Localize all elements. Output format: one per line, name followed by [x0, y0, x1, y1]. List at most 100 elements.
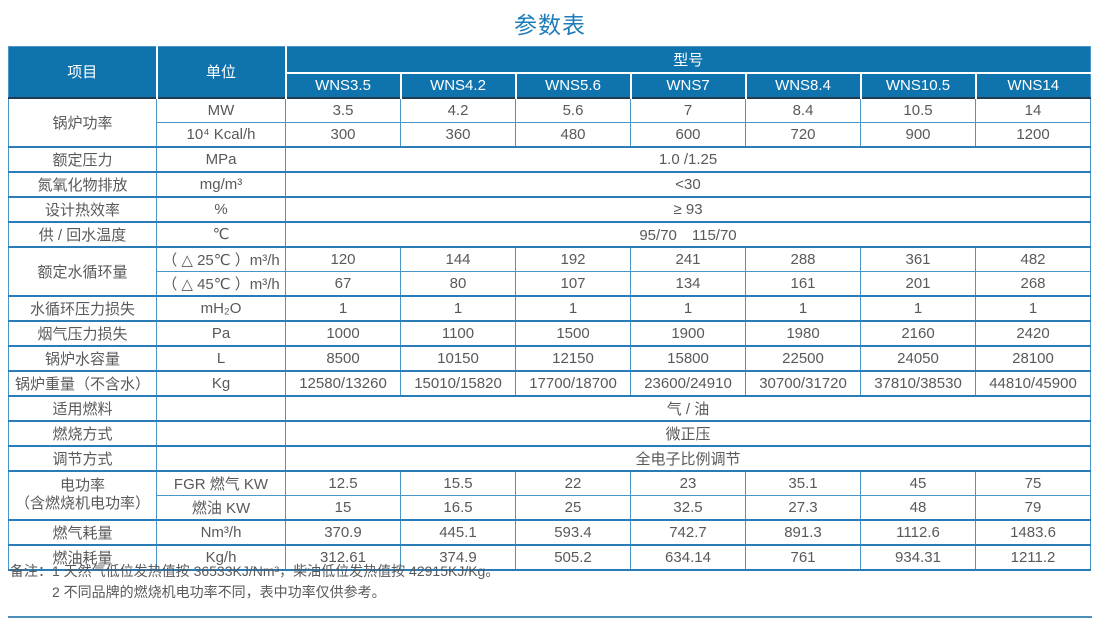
value-cell: 600 [630, 121, 746, 147]
value-cell: 134 [630, 270, 746, 296]
row-label: 锅炉功率 [8, 96, 157, 147]
row-unit [156, 444, 286, 471]
value-cell: 144 [400, 245, 516, 272]
value-cell: 5.6 [515, 96, 631, 123]
table-header: 项目 单位 型号 WNS3.5 WNS4.2 WNS5.6 WNS7 WNS8.… [8, 46, 1091, 98]
value-cell: 361 [860, 245, 976, 272]
span-value-cell: ≥ 93 [284, 195, 1092, 222]
table-row: 适用燃料 气 / 油 [8, 394, 1092, 421]
row-label-line2: （含燃烧机电功率） [14, 495, 150, 512]
row-unit: Kg [156, 369, 286, 396]
value-cell: 1200 [974, 121, 1092, 147]
value-cell: 1112.6 [860, 518, 976, 545]
value-cell: 8500 [285, 344, 401, 371]
value-cell: 32.5 [630, 494, 746, 520]
value-cell: 12150 [515, 344, 631, 371]
row-unit: L [156, 344, 286, 371]
value-cell: 15.5 [400, 469, 516, 496]
header-model: WNS7 [629, 72, 746, 98]
value-cell: 1 [400, 294, 516, 321]
value-cell: 1980 [745, 319, 861, 346]
value-cell: 10.5 [860, 96, 976, 123]
value-cell: 23600/24910 [630, 369, 746, 396]
row-unit [156, 419, 286, 446]
note-line: 2 不同品牌的燃烧机电功率不同，表中功率仅供参考。 [52, 584, 386, 600]
row-label: 燃油耗量 [8, 543, 157, 570]
value-cell: 75 [974, 469, 1092, 496]
notes-label: 备注： [10, 563, 52, 579]
value-cell: 107 [515, 270, 631, 296]
table-row: 烟气压力损失 Pa 1000 1100 1500 1900 1980 2160 … [8, 319, 1092, 346]
table-row: 燃油耗量 Kg/h 312.61 374.9 505.2 634.14 761 … [8, 543, 1092, 570]
span-value-cell: <30 [284, 170, 1092, 197]
row-label: 供 / 回水温度 [8, 220, 157, 247]
value-cell: 24050 [860, 344, 976, 371]
value-cell: 192 [515, 245, 631, 272]
value-cell: 1 [745, 294, 861, 321]
value-cell: 14 [974, 96, 1092, 123]
row-label-line1: 电功率 [59, 477, 105, 494]
value-cell: 288 [745, 245, 861, 272]
span-value-cell: 全电子比例调节 [284, 444, 1092, 471]
header-model: WNS14 [974, 72, 1091, 98]
row-label: 调节方式 [8, 444, 157, 471]
row-label: 燃气耗量 [8, 518, 157, 545]
table-row: 10⁴ Kcal/h 300 360 480 600 720 900 1200 [9, 121, 1092, 147]
value-cell: 23 [630, 469, 746, 496]
value-cell: 1100 [400, 319, 516, 346]
span-value-cell: 微正压 [284, 419, 1092, 446]
value-cell: 1211.2 [974, 543, 1092, 570]
row-label: 额定压力 [8, 145, 157, 172]
notes-list: 1 天然气低位发热值按 36533KJ/Nm³，柴油低位发热值按 42915KJ… [52, 561, 499, 603]
header-model-group: 型号 [284, 46, 1091, 74]
value-cell: 48 [860, 494, 976, 520]
table-row: 供 / 回水温度 ℃ 95/70 115/70 [8, 220, 1092, 247]
value-cell: 1 [974, 294, 1092, 321]
value-cell: 22500 [745, 344, 861, 371]
value-cell: 22 [515, 469, 631, 496]
value-cell: 8.4 [745, 96, 861, 123]
value-cell: 45 [860, 469, 976, 496]
table-row: 燃油 KW 15 16.5 25 32.5 27.3 48 79 [9, 494, 1092, 520]
value-cell: 891.3 [745, 518, 861, 545]
table-row: 调节方式 全电子比例调节 [8, 444, 1092, 471]
footnotes: 备注： 1 天然气低位发热值按 36533KJ/Nm³，柴油低位发热值按 429… [10, 561, 499, 603]
header-model: WNS5.6 [514, 72, 631, 98]
row-label: 水循环压力损失 [8, 294, 157, 321]
value-cell: 67 [285, 270, 401, 296]
value-cell: 634.14 [630, 543, 746, 570]
table-row: 额定水循环量 （ △ 25℃ ）m³/h 120 144 192 241 288… [8, 245, 1092, 296]
table-row: 电功率 （含燃烧机电功率） FGR 燃气 KW 12.5 15.5 22 23 … [8, 469, 1092, 520]
row-unit: MPa [156, 145, 286, 172]
header-model: WNS3.5 [284, 72, 401, 98]
value-cell: 268 [974, 270, 1092, 296]
table-row: 锅炉功率 MW 3.5 4.2 5.6 7 8.4 10.5 14 [8, 96, 1092, 147]
value-cell: 934.31 [860, 543, 976, 570]
span-value-cell: 95/70 115/70 [284, 220, 1092, 247]
value-cell: 480 [515, 121, 631, 147]
note-line: 1 天然气低位发热值按 36533KJ/Nm³，柴油低位发热值按 42915KJ… [52, 563, 500, 579]
value-cell: 80 [400, 270, 516, 296]
value-cell: 1500 [515, 319, 631, 346]
row-unit: Pa [156, 319, 286, 346]
table-row: 额定压力 MPa 1.0 /1.25 [8, 145, 1092, 172]
value-cell: 27.3 [745, 494, 861, 520]
value-cell: 37810/38530 [860, 369, 976, 396]
value-cell: 16.5 [400, 494, 516, 520]
row-unit: ℃ [156, 220, 286, 247]
row-unit: Nm³/h [156, 518, 286, 545]
table-row: 设计热效率 % ≥ 93 [8, 195, 1092, 222]
value-cell: 120 [285, 245, 401, 272]
row-unit: （ △ 25℃ ）m³/h [156, 245, 286, 272]
row-label: 设计热效率 [8, 195, 157, 222]
row-unit: % [156, 195, 286, 222]
value-cell: 2160 [860, 319, 976, 346]
value-cell: 1 [630, 294, 746, 321]
row-label: 额定水循环量 [8, 245, 157, 296]
header-item: 项目 [8, 46, 157, 98]
header-row-models: WNS3.5 WNS4.2 WNS5.6 WNS7 WNS8.4 WNS10.5… [9, 72, 1091, 98]
header-row-group: 项目 单位 型号 [8, 46, 1091, 98]
value-cell: 370.9 [285, 518, 401, 545]
row-unit [156, 394, 286, 421]
value-cell: 241 [630, 245, 746, 272]
